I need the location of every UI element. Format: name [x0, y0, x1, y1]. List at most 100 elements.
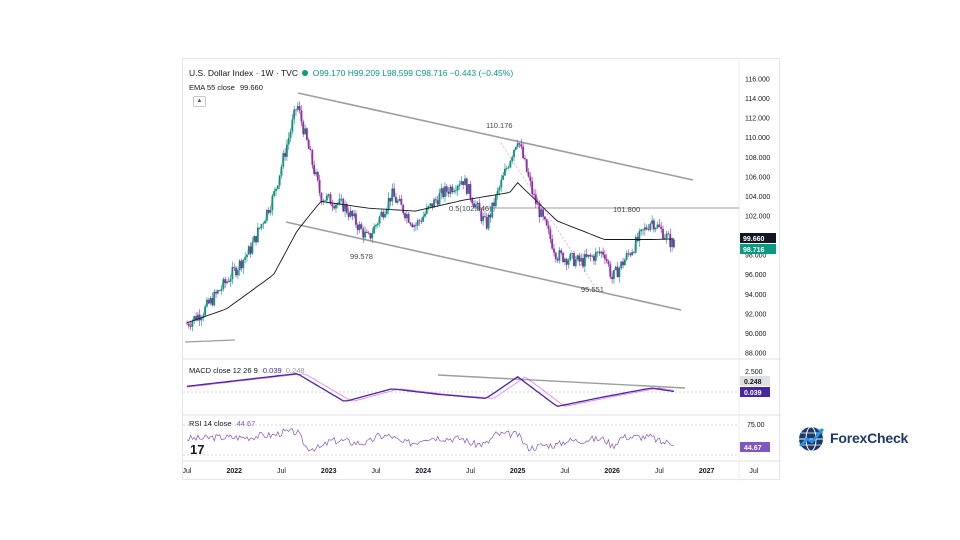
candle-body [302, 121, 305, 135]
candle-body [514, 147, 517, 150]
forexcheck-logo: ForexCheck [796, 422, 908, 454]
candle-body [378, 216, 381, 224]
candle-body [529, 176, 532, 182]
ohlc-low: L98.599 [382, 68, 413, 78]
candle-body [551, 238, 554, 249]
candle-body [416, 220, 419, 226]
candle-body [393, 188, 396, 197]
candle-body [447, 191, 450, 194]
candle-body [293, 109, 296, 120]
ohlc-open: O99.170 [312, 68, 346, 78]
candle-body [598, 251, 601, 254]
candle-body [271, 195, 274, 211]
candle-body [569, 253, 572, 261]
price-tick-label: 108.000 [745, 155, 770, 162]
candles [186, 101, 675, 332]
candle-body [436, 200, 439, 205]
candle-body [520, 144, 523, 147]
ema-label: EMA 55 close [189, 83, 235, 92]
annotation-fib: 0.5(102.846) [449, 204, 492, 213]
candle-body [613, 270, 615, 280]
candle-body [602, 251, 604, 255]
candle-body [580, 258, 583, 262]
annotation-low-2026: 95.551 [581, 285, 604, 294]
candle-body [189, 325, 192, 327]
macd-tag-a-text: 0.248 [744, 379, 762, 386]
candle-body [382, 211, 385, 218]
candle-body [583, 254, 586, 267]
candle-body [525, 159, 528, 172]
candle-body [582, 258, 584, 267]
time-tick-label: 2026 [604, 468, 620, 475]
candle-body [355, 213, 357, 225]
collapse-indicators-button[interactable]: ▲ [193, 96, 206, 107]
candle-body [665, 233, 668, 239]
candle-body [609, 264, 612, 277]
candle-body [507, 167, 510, 169]
candle-body [242, 259, 245, 269]
candle-body [462, 181, 465, 186]
candle-body [226, 281, 228, 284]
candle-body [574, 259, 577, 266]
candle-body [496, 190, 499, 195]
candle-body [396, 200, 399, 203]
candle-body [564, 258, 566, 263]
candle-body [325, 195, 328, 201]
macd-value2: 0.248 [285, 366, 305, 375]
candle-body [240, 260, 243, 269]
candle-body [373, 226, 376, 234]
macd-divergence-line [437, 374, 686, 389]
rsi-legend[interactable]: RSI 14 close 44.67 [189, 419, 255, 428]
channel-lower [285, 221, 682, 311]
candle-body [284, 153, 287, 157]
candle-body [451, 186, 454, 193]
candle-body [247, 246, 250, 255]
candle-body [385, 209, 388, 214]
candle-body [207, 299, 210, 304]
candle-body [206, 299, 208, 307]
candle-body [404, 213, 406, 219]
candle-body [238, 260, 241, 271]
candle-body [616, 266, 619, 278]
time-tick-label: Jul [371, 468, 380, 475]
candle-body [304, 128, 306, 135]
candle-body [231, 267, 234, 280]
candle-body [236, 270, 239, 276]
candle-body [340, 198, 343, 200]
candle-body [489, 214, 492, 218]
candle-body [511, 157, 514, 162]
candle-body [224, 279, 227, 284]
candle-body [249, 246, 252, 254]
ema-legend[interactable]: EMA 55 close 99.660 [189, 83, 263, 92]
candle-body [553, 248, 555, 253]
candle-body [480, 210, 483, 222]
candle-body [255, 236, 257, 243]
candle-body [256, 227, 259, 243]
candle-body [233, 267, 236, 268]
candle-body [502, 175, 505, 180]
candle-body [313, 164, 316, 175]
macd-legend[interactable]: MACD close 12 26 9 0.039 0.248 [189, 366, 305, 375]
candle-body [400, 198, 403, 205]
candle-body [513, 149, 515, 158]
close-tag-text: 98.716 [743, 247, 765, 254]
candle-body [596, 251, 599, 253]
chart-svg[interactable]: 110.176 0.5(102.846) 101.800 99.578 95.5… [183, 59, 781, 481]
close-tag [740, 244, 776, 254]
candle-body [556, 258, 559, 261]
candle-body [427, 206, 430, 208]
candle-body [562, 252, 564, 263]
candle-body [295, 109, 297, 111]
candle-body [611, 276, 614, 280]
candle-body [534, 194, 537, 204]
price-line [186, 105, 675, 328]
candle-body [316, 171, 319, 181]
rsi-tag-text: 44.67 [744, 445, 762, 452]
candle-body [311, 150, 314, 165]
candle-body [478, 202, 481, 211]
candle-body [491, 202, 494, 218]
candle-body [424, 213, 426, 217]
candle-body [660, 226, 663, 229]
price-tick-label: 116.000 [745, 77, 770, 84]
candle-body [391, 188, 394, 202]
